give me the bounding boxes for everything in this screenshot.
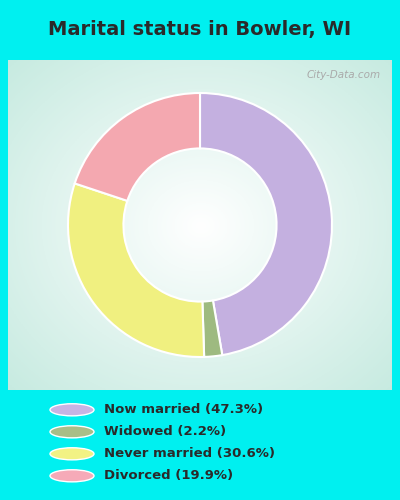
Wedge shape <box>75 93 200 201</box>
Wedge shape <box>200 93 332 355</box>
Circle shape <box>50 470 94 482</box>
Wedge shape <box>202 300 222 357</box>
Circle shape <box>50 448 94 460</box>
Text: Marital status in Bowler, WI: Marital status in Bowler, WI <box>48 20 352 40</box>
Text: Widowed (2.2%): Widowed (2.2%) <box>104 426 226 438</box>
Wedge shape <box>68 184 204 357</box>
Text: City-Data.com: City-Data.com <box>306 70 380 80</box>
Circle shape <box>50 426 94 438</box>
Text: Divorced (19.9%): Divorced (19.9%) <box>104 470 233 482</box>
Text: Now married (47.3%): Now married (47.3%) <box>104 404 263 416</box>
Circle shape <box>50 404 94 416</box>
Text: Never married (30.6%): Never married (30.6%) <box>104 448 275 460</box>
